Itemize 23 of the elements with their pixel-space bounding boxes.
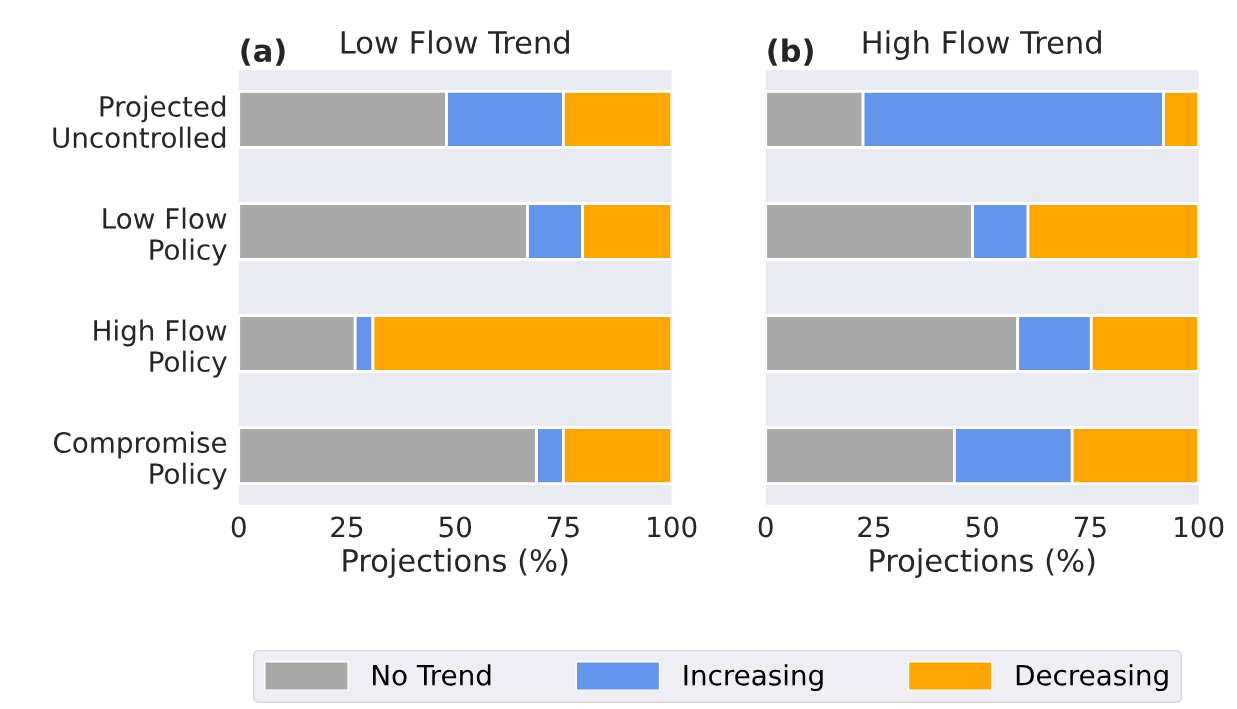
x-tick-label: 0 (231, 516, 246, 538)
y-tick-label: High Flow Policy (94, 319, 227, 378)
x-tick-label: 50 (966, 516, 999, 538)
legend-label: No Trend (373, 664, 491, 686)
x-tick-label: 100 (648, 516, 697, 538)
x-tick-label: 100 (1175, 516, 1224, 538)
legend-label: Increasing (684, 664, 823, 692)
x-tick-label: 25 (331, 516, 363, 538)
legend-label: Decreasing (1016, 664, 1168, 692)
y-tick-label: Low Flow Policy (103, 207, 227, 266)
chart-title: Low Flow Trend (341, 30, 569, 54)
x-axis-title: Projections (%) (343, 548, 568, 578)
text: (a) (241, 38, 285, 66)
y-tick-label: Projected Uncontrolled (53, 95, 226, 149)
y-tick-label: Compromise Policy (53, 431, 227, 490)
x-tick-label: 75 (548, 516, 579, 538)
chart-title: High Flow Trend (863, 30, 1101, 60)
text: (b) (768, 38, 813, 66)
x-tick-label: 75 (1075, 516, 1106, 538)
x-tick-label: 50 (439, 516, 472, 538)
x-tick-label: 25 (858, 516, 890, 538)
x-axis-title: Projections (%) (870, 548, 1095, 578)
x-tick-label: 0 (758, 516, 773, 538)
